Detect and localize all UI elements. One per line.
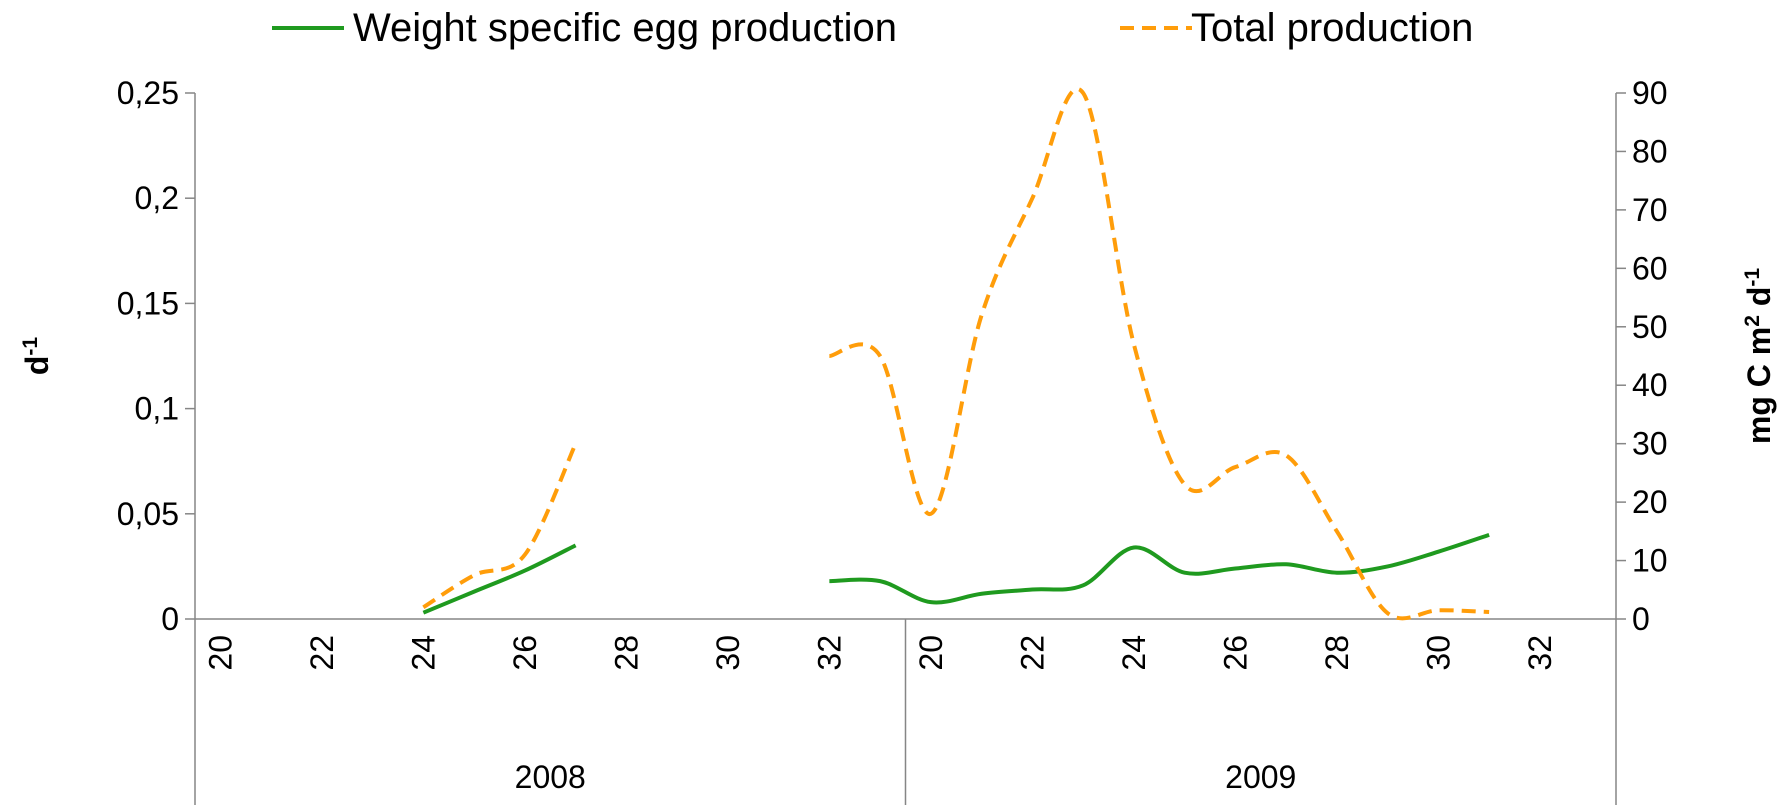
x-tick-label: 28 [608, 635, 644, 671]
x-tick-label: 26 [1217, 635, 1253, 671]
y-tick-label: 0,15 [117, 285, 179, 321]
line-series [422, 543, 577, 615]
x-tick-label: 30 [1420, 635, 1456, 671]
group-label: 2009 [1225, 759, 1296, 795]
y2-axis-title-part: d [1741, 287, 1777, 315]
y2-axis-title-part: -1 [1741, 268, 1764, 287]
x-tick-label: 26 [507, 635, 543, 671]
y2-axis-title: mg C m2 d-1 [1741, 268, 1778, 444]
x-tick-label: 32 [1522, 635, 1558, 671]
y2-tick-label: 50 [1632, 309, 1668, 345]
y2-tick-label: 80 [1632, 133, 1668, 169]
line-series [828, 87, 1490, 621]
y-tick-label: 0,25 [117, 75, 179, 111]
legend-label: Weight specific egg production [353, 6, 897, 50]
y2-tick-label: 40 [1632, 367, 1668, 403]
y2-tick-label: 30 [1632, 426, 1668, 462]
x-tick-label: 24 [405, 635, 441, 671]
x-tick-label: 20 [202, 635, 238, 671]
line-series [422, 442, 578, 610]
y-tick-label: 0,05 [117, 496, 179, 532]
x-tick-label: 30 [710, 635, 746, 671]
y2-tick-label: 10 [1632, 543, 1668, 579]
x-tick-label: 22 [1014, 635, 1050, 671]
x-tick-label: 28 [1319, 635, 1355, 671]
group-label: 2008 [515, 759, 586, 795]
y2-tick-label: 20 [1632, 484, 1668, 520]
line-series [829, 532, 1490, 605]
y-axis-title-part: d [19, 356, 55, 376]
y-tick-label: 0,2 [135, 180, 179, 216]
x-tick-label: 32 [811, 635, 847, 671]
x-tick-label: 24 [1116, 635, 1152, 671]
y2-tick-label: 90 [1632, 75, 1668, 111]
legend-label: Total production [1191, 6, 1473, 50]
y2-axis-title-part: 2 [1741, 315, 1764, 327]
x-tick-label: 22 [304, 635, 340, 671]
y2-tick-label: 0 [1632, 601, 1650, 637]
y2-tick-label: 70 [1632, 192, 1668, 228]
y-axis-title-part: -1 [19, 337, 42, 356]
y-axis-title: d-1 [19, 337, 56, 376]
y-tick-label: 0 [161, 601, 179, 637]
x-tick-label: 20 [913, 635, 949, 671]
y2-tick-label: 60 [1632, 250, 1668, 286]
y-tick-label: 0,1 [135, 391, 179, 427]
y2-axis-title-part: mg C m [1741, 327, 1777, 444]
